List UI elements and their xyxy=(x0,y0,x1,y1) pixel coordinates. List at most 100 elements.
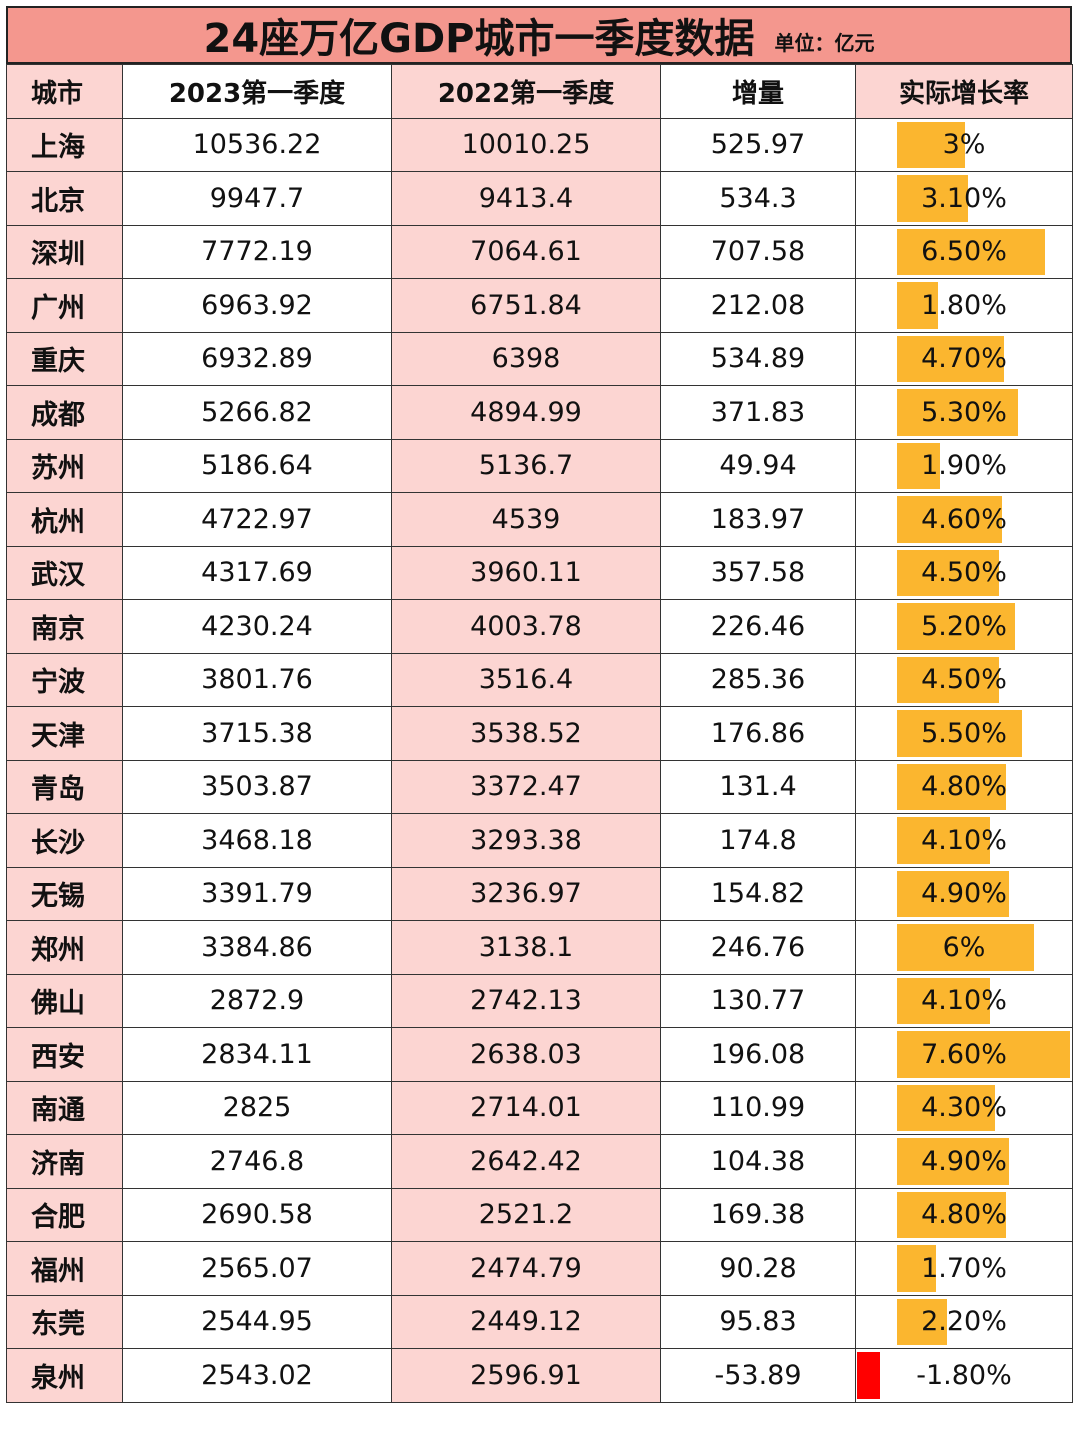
growth-rate-text: 4.70% xyxy=(921,343,1007,375)
table-row: 重庆 6932.89 6398 534.89 4.70% xyxy=(6,331,1073,386)
table-row: 南通 2825 2714.01 110.99 4.30% xyxy=(6,1080,1073,1135)
gdp-2022-cell: 4894.99 xyxy=(391,385,661,440)
increase-cell: 154.82 xyxy=(660,866,856,921)
gdp-2022-cell: 3293.38 xyxy=(391,813,661,868)
gdp-2023-cell: 2690.58 xyxy=(122,1187,392,1242)
increase-cell: 176.86 xyxy=(660,706,856,761)
growth-rate-cell: 3.10% xyxy=(855,171,1073,226)
gdp-2022-cell: 7064.61 xyxy=(391,224,661,279)
data-bar xyxy=(897,121,965,168)
growth-rate-text: 4.10% xyxy=(921,985,1007,1017)
increase-cell: 90.28 xyxy=(660,1241,856,1296)
gdp-2022-cell: 10010.25 xyxy=(391,117,661,172)
gdp-2023-cell: 10536.22 xyxy=(122,117,392,172)
increase-cell: 174.8 xyxy=(660,813,856,868)
gdp-2022-cell: 3960.11 xyxy=(391,545,661,600)
city-cell: 南京 xyxy=(6,599,123,654)
table-row: 上海 10536.22 10010.25 525.97 3% xyxy=(6,117,1073,172)
growth-rate-text: 5.20% xyxy=(921,610,1007,642)
gdp-2022-cell: 2474.79 xyxy=(391,1241,661,1296)
growth-rate-text: 6% xyxy=(942,931,986,963)
gdp-spreadsheet: 24座万亿GDP城市一季度数据 单位：亿元 城市 2023第一季度 2022第一… xyxy=(6,6,1073,1403)
table-row: 济南 2746.8 2642.42 104.38 4.90% xyxy=(6,1134,1073,1189)
increase-cell: 183.97 xyxy=(660,492,856,547)
increase-cell: 534.89 xyxy=(660,331,856,386)
increase-cell: 212.08 xyxy=(660,278,856,333)
gdp-2022-cell: 3236.97 xyxy=(391,866,661,921)
growth-rate-text: 4.90% xyxy=(921,1145,1007,1177)
gdp-2023-cell: 2872.9 xyxy=(122,973,392,1028)
growth-rate-cell: 4.10% xyxy=(855,973,1073,1028)
table-row: 无锡 3391.79 3236.97 154.82 4.90% xyxy=(6,866,1073,921)
gdp-2023-cell: 2565.07 xyxy=(122,1241,392,1296)
table-row: 佛山 2872.9 2742.13 130.77 4.10% xyxy=(6,973,1073,1028)
growth-rate-cell: 5.20% xyxy=(855,599,1073,654)
sheet-title: 24座万亿GDP城市一季度数据 xyxy=(203,16,755,62)
gdp-2022-cell: 2638.03 xyxy=(391,1027,661,1082)
negative-data-bar xyxy=(857,1352,880,1399)
city-cell: 宁波 xyxy=(6,652,123,707)
growth-rate-cell: 4.10% xyxy=(855,813,1073,868)
growth-rate-text: 4.50% xyxy=(921,664,1007,696)
city-cell: 北京 xyxy=(6,171,123,226)
increase-cell: 285.36 xyxy=(660,652,856,707)
data-bar xyxy=(897,603,1015,650)
growth-rate-cell: 4.30% xyxy=(855,1080,1073,1135)
table-row: 成都 5266.82 4894.99 371.83 5.30% xyxy=(6,385,1073,440)
data-bar xyxy=(897,656,999,703)
increase-cell: 525.97 xyxy=(660,117,856,172)
city-cell: 武汉 xyxy=(6,545,123,600)
city-cell: 泉州 xyxy=(6,1348,123,1403)
increase-cell: -53.89 xyxy=(660,1348,856,1403)
city-cell: 济南 xyxy=(6,1134,123,1189)
increase-cell: 95.83 xyxy=(660,1294,856,1349)
data-bar xyxy=(897,549,999,596)
data-bar xyxy=(897,1031,1070,1078)
growth-rate-cell: 4.90% xyxy=(855,866,1073,921)
data-bar xyxy=(897,1298,947,1345)
growth-rate-cell: 1.80% xyxy=(855,278,1073,333)
growth-rate-cell: 7.60% xyxy=(855,1027,1073,1082)
city-cell: 苏州 xyxy=(6,438,123,493)
city-cell: 无锡 xyxy=(6,866,123,921)
growth-rate-cell: 4.50% xyxy=(855,652,1073,707)
city-cell: 成都 xyxy=(6,385,123,440)
header-2023q1: 2023第一季度 xyxy=(122,64,392,119)
growth-rate-cell: 4.50% xyxy=(855,545,1073,600)
gdp-2022-cell: 3138.1 xyxy=(391,920,661,975)
city-cell: 长沙 xyxy=(6,813,123,868)
growth-rate-cell: 4.60% xyxy=(855,492,1073,547)
table-row: 福州 2565.07 2474.79 90.28 1.70% xyxy=(6,1241,1073,1296)
growth-rate-cell: 3% xyxy=(855,117,1073,172)
header-growth-rate: 实际增长率 xyxy=(855,64,1073,119)
gdp-2023-cell: 4230.24 xyxy=(122,599,392,654)
growth-rate-text: 3% xyxy=(942,129,986,161)
table-row: 苏州 5186.64 5136.7 49.94 1.90% xyxy=(6,438,1073,493)
gdp-2023-cell: 2746.8 xyxy=(122,1134,392,1189)
data-bar xyxy=(897,175,968,222)
gdp-2022-cell: 3516.4 xyxy=(391,652,661,707)
growth-rate-text: 1.70% xyxy=(921,1252,1007,1284)
table-row: 北京 9947.7 9413.4 534.3 3.10% xyxy=(6,171,1073,226)
gdp-2023-cell: 2825 xyxy=(122,1080,392,1135)
growth-rate-text: 1.80% xyxy=(921,289,1007,321)
data-bar xyxy=(897,1138,1009,1185)
increase-cell: 130.77 xyxy=(660,973,856,1028)
table-row: 泉州 2543.02 2596.91 -53.89 -1.80% xyxy=(6,1348,1073,1403)
growth-rate-text: 4.80% xyxy=(921,1199,1007,1231)
growth-rate-cell: 6% xyxy=(855,920,1073,975)
unit-note: 单位：亿元 xyxy=(774,30,875,55)
growth-rate-cell: 1.70% xyxy=(855,1241,1073,1296)
table-row: 东莞 2544.95 2449.12 95.83 2.20% xyxy=(6,1294,1073,1349)
gdp-2023-cell: 6932.89 xyxy=(122,331,392,386)
header-increase: 增量 xyxy=(660,64,856,119)
gdp-2023-cell: 6963.92 xyxy=(122,278,392,333)
growth-rate-text: 7.60% xyxy=(921,1038,1007,1070)
gdp-2023-cell: 9947.7 xyxy=(122,171,392,226)
table-row: 天津 3715.38 3538.52 176.86 5.50% xyxy=(6,706,1073,761)
gdp-2022-cell: 2642.42 xyxy=(391,1134,661,1189)
gdp-2023-cell: 3468.18 xyxy=(122,813,392,868)
gdp-2022-cell: 6398 xyxy=(391,331,661,386)
gdp-2023-cell: 3391.79 xyxy=(122,866,392,921)
data-bar xyxy=(897,496,1002,543)
